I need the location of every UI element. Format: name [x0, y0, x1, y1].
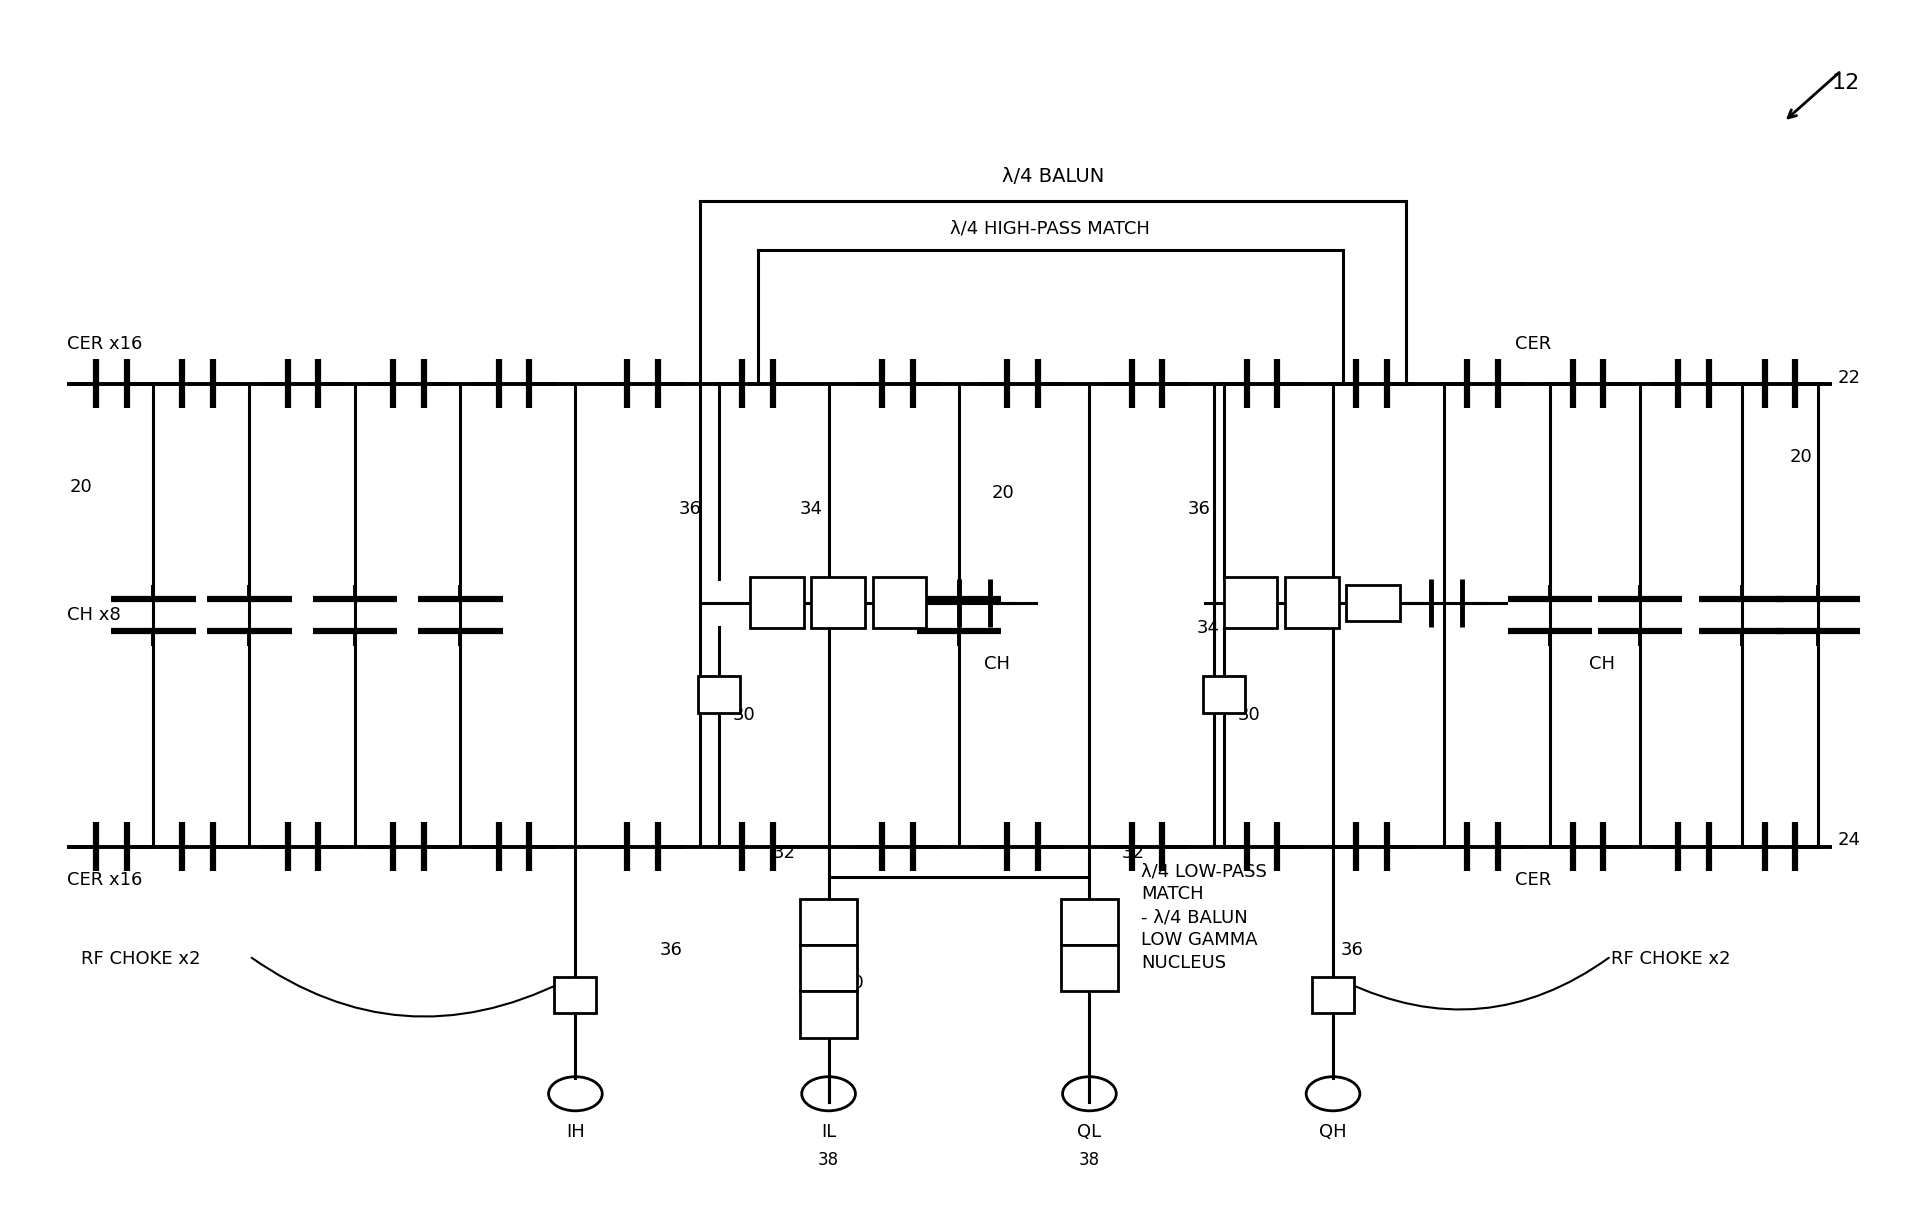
Text: RF CHOKE x2: RF CHOKE x2 [81, 950, 199, 967]
Text: CH: CH [984, 655, 1011, 672]
Text: QL: QL [1078, 1123, 1101, 1141]
Bar [1203, 676, 1245, 713]
Text: 20: 20 [69, 479, 92, 496]
Text: 30: 30 [1237, 706, 1260, 725]
Text: CER x16: CER x16 [67, 871, 142, 889]
Text: 36: 36 [1341, 940, 1364, 959]
Text: 34: 34 [1197, 619, 1220, 637]
Text: CER x16: CER x16 [67, 335, 142, 353]
Text: 36: 36 [679, 499, 702, 518]
Text: 34: 34 [800, 499, 823, 518]
Text: IL: IL [821, 1123, 836, 1141]
Text: 32: 32 [773, 844, 796, 861]
Text: CH x8: CH x8 [67, 607, 121, 624]
Text: 30: 30 [1088, 974, 1111, 993]
Text: 20: 20 [1789, 448, 1813, 465]
Text: IH: IH [566, 1123, 585, 1141]
Text: 22: 22 [1837, 369, 1860, 386]
Text: λ/4 LOW-PASS
MATCH
- λ/4 BALUN
LOW GAMMA
NUCLEUS: λ/4 LOW-PASS MATCH - λ/4 BALUN LOW GAMMA… [1141, 862, 1268, 972]
Bar [698, 676, 740, 713]
Text: 30: 30 [842, 974, 865, 993]
Text: 32: 32 [1122, 844, 1145, 861]
Text: λ/4 HIGH-PASS MATCH: λ/4 HIGH-PASS MATCH [949, 219, 1151, 238]
Bar [1285, 577, 1339, 628]
Bar [800, 899, 857, 945]
Bar [1061, 899, 1118, 945]
Text: 24: 24 [1837, 832, 1860, 849]
Bar [750, 577, 804, 628]
Text: λ/4 BALUN: λ/4 BALUN [1001, 167, 1105, 186]
Bar [554, 977, 596, 1013]
Text: 20: 20 [992, 485, 1015, 502]
Bar [1312, 977, 1354, 1013]
Text: 36: 36 [1187, 499, 1210, 518]
Bar [800, 991, 857, 1038]
Text: CER: CER [1515, 335, 1552, 353]
Text: QH: QH [1320, 1123, 1346, 1141]
Text: 36: 36 [660, 940, 683, 959]
Bar [873, 577, 926, 628]
Bar [800, 945, 857, 991]
Bar [1061, 945, 1118, 991]
Text: 12: 12 [1832, 73, 1860, 93]
Text: 38: 38 [817, 1151, 840, 1169]
Text: RF CHOKE x2: RF CHOKE x2 [1611, 950, 1730, 967]
Text: 38: 38 [1078, 1151, 1101, 1169]
Text: 30: 30 [733, 706, 756, 725]
Text: CER: CER [1515, 871, 1552, 889]
Text: CH: CH [1588, 655, 1615, 672]
Bar [1224, 577, 1277, 628]
Bar [811, 577, 865, 628]
Bar [1346, 585, 1400, 621]
